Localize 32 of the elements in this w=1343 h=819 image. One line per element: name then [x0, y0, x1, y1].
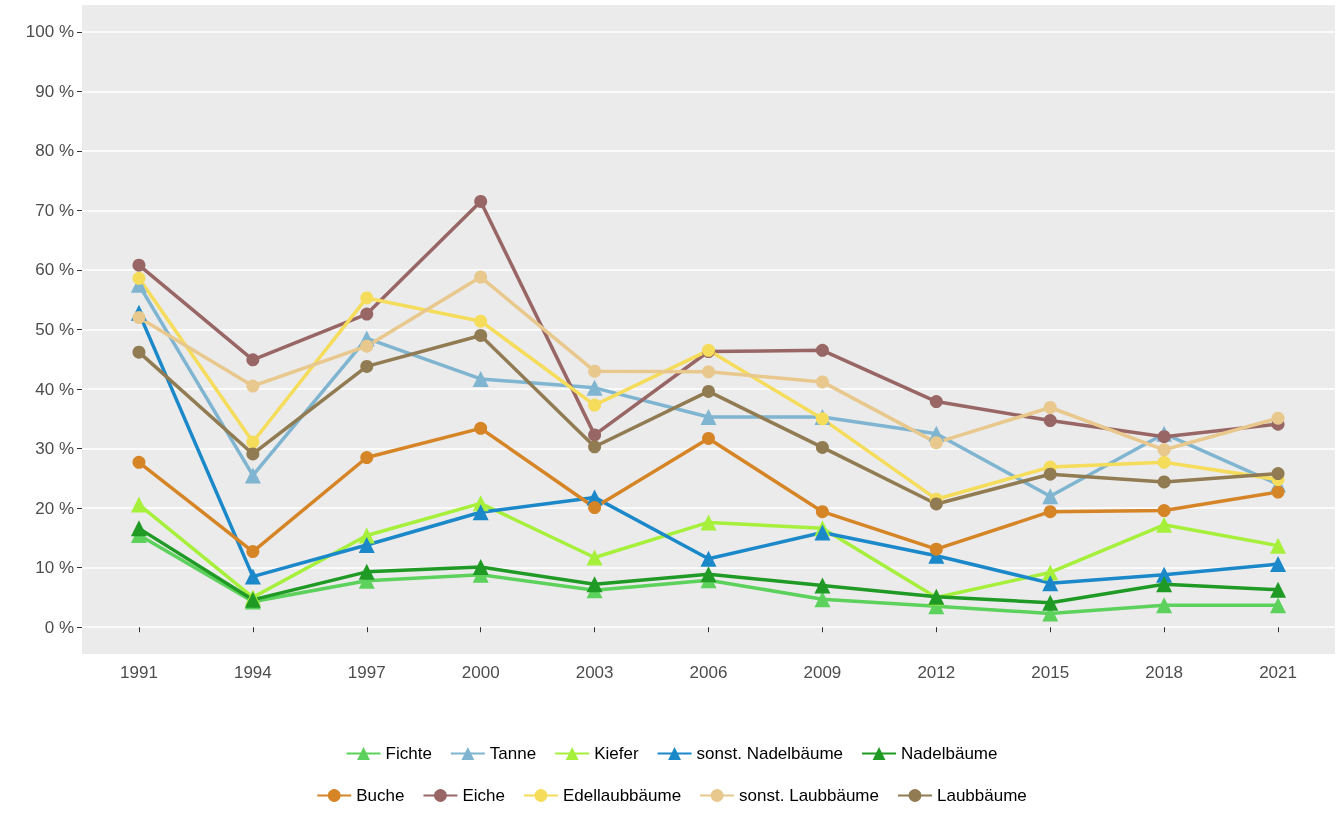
legend-label: Laubbäume: [936, 786, 1027, 805]
x-tick-label: 2015: [1031, 663, 1070, 682]
legend-label: Kiefer: [594, 744, 639, 763]
y-tick-label: 10 %: [35, 558, 74, 578]
legend-label: sonst. Nadelbäume: [696, 744, 844, 763]
legend-label: Nadelbäume: [901, 744, 998, 763]
legend-label: Eiche: [462, 786, 505, 805]
y-tick-label: 90 %: [35, 81, 74, 101]
y-tick-label: 40 %: [35, 379, 74, 399]
x-tick-label: 2000: [461, 663, 500, 682]
x-tick-label: 2018: [1145, 663, 1184, 682]
legend-label: Fichte: [385, 744, 432, 763]
x-tick-label: 2021: [1259, 663, 1297, 682]
y-tick-label: 60 %: [35, 260, 74, 280]
y-tick-label: 100 %: [25, 22, 74, 42]
legend-label: sonst. Laubbäume: [739, 786, 879, 805]
y-tick-label: 0 %: [44, 617, 74, 637]
x-tick-label: 1994: [233, 663, 272, 682]
x-tick-label: 2003: [575, 663, 614, 682]
y-tick-label: 50 %: [35, 320, 74, 339]
legend-label: Edellaubbäume: [562, 786, 682, 805]
x-tick-label: 2006: [689, 663, 728, 682]
y-tick-label: 70 %: [35, 200, 74, 220]
y-tick-label: 80 %: [35, 141, 74, 161]
legend-label: Tanne: [489, 744, 537, 763]
y-tick-label: 30 %: [35, 439, 74, 459]
y-tick-label: 20 %: [35, 498, 74, 518]
x-tick-label: 1997: [347, 663, 386, 682]
x-tick-label: 2012: [917, 663, 956, 682]
x-tick-label: 1991: [120, 663, 158, 682]
legend-label: Buche: [356, 786, 405, 805]
x-tick-label: 2009: [803, 663, 842, 682]
